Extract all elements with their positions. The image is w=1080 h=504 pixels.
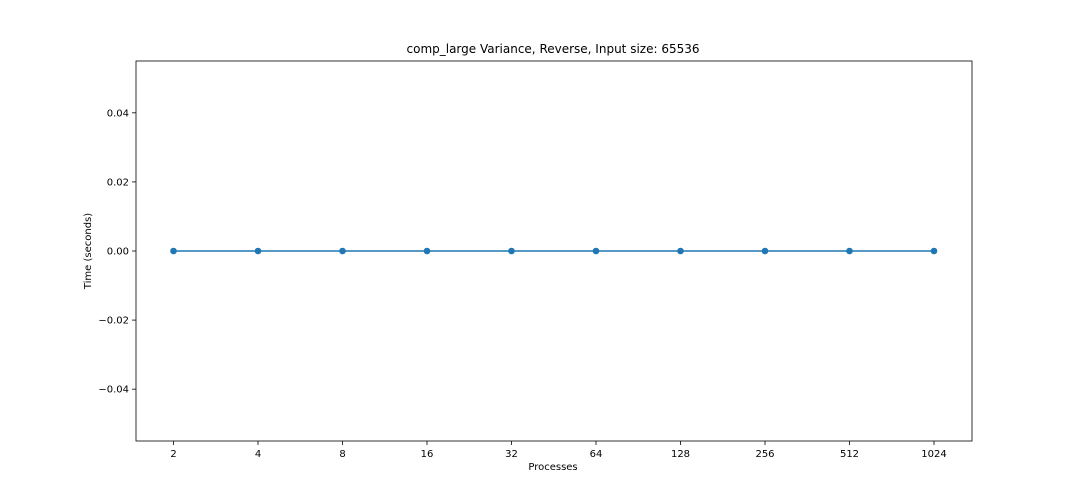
data-point bbox=[339, 247, 346, 255]
x-tick-label: 4 bbox=[255, 449, 261, 460]
y-axis-label: Time (seconds) bbox=[83, 213, 94, 290]
data-point bbox=[846, 247, 853, 255]
y-tick-label: 0.02 bbox=[107, 177, 129, 188]
data-point bbox=[677, 247, 684, 255]
x-tick-label: 64 bbox=[590, 449, 603, 460]
y-axis: −0.04 −0.02 0.00 0.02 0.04 bbox=[98, 108, 136, 396]
x-tick-label: 256 bbox=[755, 449, 774, 460]
x-tick-label: 32 bbox=[505, 449, 518, 460]
data-point bbox=[423, 247, 431, 255]
x-tick-label: 512 bbox=[840, 449, 859, 460]
y-tick-label: 0.00 bbox=[107, 247, 129, 258]
x-tick-label: 2 bbox=[170, 449, 176, 460]
data-point bbox=[254, 247, 262, 255]
data-point bbox=[761, 247, 769, 255]
y-tick-label: 0.04 bbox=[107, 108, 129, 119]
y-tick-label: −0.04 bbox=[98, 385, 129, 396]
chart-title: comp_large Variance, Reverse, Input size… bbox=[407, 42, 700, 56]
data-point bbox=[592, 247, 600, 255]
x-tick-label: 8 bbox=[339, 449, 345, 460]
data-point bbox=[930, 247, 938, 255]
data-point bbox=[508, 247, 515, 255]
x-tick-label: 128 bbox=[671, 449, 690, 460]
x-axis: 2 4 8 16 32 64 128 256 512 1024 bbox=[170, 441, 947, 460]
x-axis-label: Processes bbox=[528, 462, 577, 473]
y-tick-label: −0.02 bbox=[98, 316, 129, 327]
x-tick-label: 16 bbox=[421, 449, 434, 460]
x-tick-label: 1024 bbox=[921, 449, 946, 460]
series-group bbox=[170, 247, 938, 255]
data-point bbox=[170, 247, 177, 255]
